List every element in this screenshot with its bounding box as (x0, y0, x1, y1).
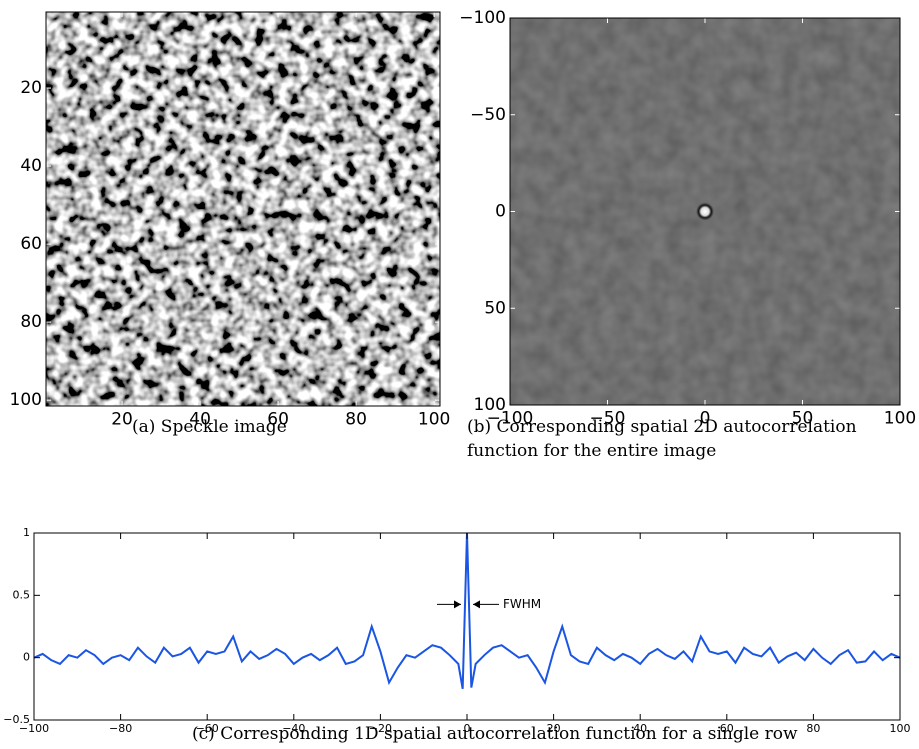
caption: (c) Corresponding 1D spatial autocorrela… (192, 724, 798, 744)
caption: (b) Corresponding spatial 2D autocorrela… (467, 417, 857, 461)
x-tick-label: 100 (884, 409, 916, 429)
caption: (a) Speckle image (132, 417, 287, 437)
x-tick-label: −20 (369, 722, 392, 735)
y-tick-label: −0.5 (3, 713, 30, 726)
x-tick-label: −60 (196, 722, 219, 735)
y-tick-label: 100 (474, 395, 506, 415)
x-tick-label: −100 (19, 722, 49, 735)
y-tick-label: 0.5 (13, 588, 31, 601)
x-tick-label: 80 (806, 722, 820, 735)
y-tick-label: 50 (484, 298, 506, 318)
y-tick-label: 60 (20, 234, 42, 254)
x-tick-label: 60 (267, 410, 289, 430)
x-tick-label: 80 (345, 410, 367, 430)
x-tick-label: 60 (720, 722, 734, 735)
y-tick-label: 0 (23, 651, 30, 664)
x-tick-label: 40 (633, 722, 647, 735)
speckle-image (46, 12, 440, 406)
y-tick-label: 20 (20, 78, 42, 98)
y-tick-label: 100 (10, 390, 42, 410)
x-tick-label: 100 (418, 410, 450, 430)
x-tick-label: 20 (547, 722, 561, 735)
x-tick-label: −50 (590, 409, 626, 429)
x-tick-label: −100 (487, 409, 534, 429)
axes-frame (509, 17, 901, 406)
x-tick-label: 20 (111, 410, 133, 430)
y-tick-label: 1 (23, 526, 30, 539)
x-tick-label: 50 (792, 409, 814, 429)
arrow-head (454, 600, 461, 609)
y-tick-label: −100 (459, 8, 506, 28)
data-line (33, 532, 901, 690)
y-tick-label: 40 (20, 156, 42, 176)
axes-frame (45, 11, 441, 407)
x-tick-label: 0 (700, 409, 711, 429)
axes-frame (33, 532, 901, 721)
arrow-head (473, 600, 480, 609)
y-tick-label: 0 (495, 202, 506, 222)
y-tick-label: −50 (470, 105, 506, 125)
y-tick-label: 80 (20, 312, 42, 332)
correlation-peak (696, 202, 714, 221)
x-tick-label: −40 (282, 722, 305, 735)
annotation: FWHM (503, 597, 541, 611)
x-tick-label: 40 (189, 410, 211, 430)
x-tick-label: −80 (109, 722, 132, 735)
x-tick-label: 0 (464, 722, 471, 735)
x-tick-label: 100 (890, 722, 911, 735)
